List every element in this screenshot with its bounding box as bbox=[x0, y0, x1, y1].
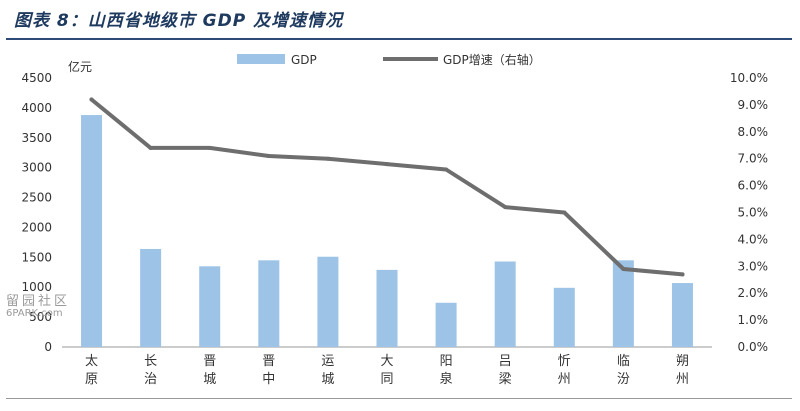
category-label-bottom: 城 bbox=[203, 372, 216, 387]
left-tick-label: 1500 bbox=[21, 250, 52, 264]
watermark-line1: 留园社区 bbox=[6, 294, 71, 309]
category-label-top: 朔 bbox=[676, 354, 689, 369]
gdp-bar bbox=[81, 115, 103, 347]
right-tick-label: 10.0% bbox=[730, 71, 768, 85]
growth-point bbox=[148, 145, 153, 150]
category-label-top: 运 bbox=[321, 354, 334, 369]
growth-point bbox=[444, 167, 449, 172]
footer-text bbox=[6, 401, 426, 411]
growth-point bbox=[621, 266, 626, 271]
left-tick-label: 4000 bbox=[21, 101, 52, 115]
left-tick-label: 2500 bbox=[21, 191, 52, 205]
right-axis-ticks: 0.0% 1.0% 2.0% 3.0% 4.0% 5.0% 6.0% 7.0% 8.0% 9.0%… bbox=[730, 71, 768, 354]
right-tick-label: 1.0% bbox=[738, 313, 769, 327]
category-label-bottom: 治 bbox=[144, 372, 157, 387]
growth-line bbox=[89, 97, 685, 277]
category-label-top: 晋 bbox=[203, 354, 216, 369]
right-tick-label: 4.0% bbox=[738, 232, 769, 246]
growth-point bbox=[503, 205, 508, 210]
category-label-top: 临 bbox=[617, 354, 630, 369]
category-label-bottom: 泉 bbox=[440, 371, 453, 387]
gdp-bar bbox=[199, 266, 221, 347]
category-label-top: 忻 bbox=[558, 354, 571, 369]
category-label-bottom: 中 bbox=[262, 372, 275, 387]
gdp-bar bbox=[612, 260, 634, 347]
growth-point bbox=[325, 156, 330, 161]
right-tick-label: 2.0% bbox=[738, 286, 769, 300]
left-tick-label: 3500 bbox=[21, 131, 52, 145]
left-tick-label: 2000 bbox=[21, 220, 52, 234]
right-tick-label: 6.0% bbox=[738, 179, 769, 193]
category-label-top: 吕 bbox=[499, 354, 512, 369]
category-label-top: 长 bbox=[144, 354, 157, 369]
growth-point bbox=[562, 210, 567, 215]
left-tick-label: 3000 bbox=[21, 161, 52, 175]
category-label-bottom: 梁 bbox=[499, 372, 512, 387]
left-axis-ticks: 0 500 1000 1500 2000 2500 3000 3500 4000 4500 bbox=[21, 71, 52, 354]
left-tick-label: 4500 bbox=[21, 71, 52, 85]
category-label-top: 晋 bbox=[262, 354, 275, 369]
category-label-top: 大 bbox=[380, 354, 393, 369]
combo-chart: GDP GDP增速（右轴） 亿元 0 500 1000 1500 2000 2500 300… bbox=[21, 52, 768, 387]
category-label-bottom: 原 bbox=[85, 372, 98, 387]
gdp-bar bbox=[553, 287, 575, 347]
legend: GDP GDP增速（右轴） bbox=[237, 52, 541, 67]
gdp-bar bbox=[140, 248, 162, 347]
gdp-bar bbox=[376, 269, 398, 347]
watermark-line2: 6PARK.com bbox=[6, 308, 63, 319]
right-tick-label: 9.0% bbox=[738, 98, 769, 112]
left-tick-label: 0 bbox=[44, 340, 52, 354]
gdp-bar bbox=[494, 261, 516, 347]
category-label-top: 太 bbox=[85, 354, 98, 369]
left-tick-label: 500 bbox=[29, 310, 52, 324]
growth-point bbox=[385, 162, 389, 167]
watermark: 留园社区 6PARK.com bbox=[6, 294, 71, 320]
growth-point bbox=[207, 145, 212, 150]
category-label-bottom: 州 bbox=[676, 372, 689, 387]
right-tick-label: 0.0% bbox=[738, 340, 769, 354]
title-rule bbox=[6, 38, 792, 40]
y-axis-unit: 亿元 bbox=[68, 59, 92, 74]
left-tick-label: 1000 bbox=[21, 280, 52, 294]
right-tick-label: 5.0% bbox=[738, 206, 769, 220]
category-label-bottom: 汾 bbox=[617, 372, 630, 387]
growth-point bbox=[266, 154, 271, 159]
category-label-bottom: 城 bbox=[321, 372, 334, 387]
growth-point bbox=[89, 97, 94, 102]
growth-points bbox=[89, 97, 685, 277]
gdp-bar bbox=[317, 256, 339, 347]
chart-title: 图表 8：山西省地级市 GDP 及增速情况 bbox=[14, 11, 344, 31]
legend-swatch-gdp bbox=[237, 54, 285, 64]
right-tick-label: 8.0% bbox=[738, 125, 769, 139]
legend-label-gdp: GDP bbox=[291, 53, 317, 67]
category-label-bottom: 同 bbox=[380, 372, 393, 387]
gdp-bar bbox=[258, 260, 280, 347]
growth-point bbox=[680, 272, 685, 277]
category-label-bottom: 州 bbox=[558, 372, 571, 387]
legend-label-growth: GDP增速（右轴） bbox=[443, 52, 541, 67]
right-tick-label: 7.0% bbox=[738, 152, 769, 166]
gdp-bars bbox=[81, 115, 693, 347]
right-tick-label: 3.0% bbox=[738, 259, 769, 273]
gdp-bar bbox=[671, 283, 693, 347]
category-label-top: 阳 bbox=[440, 354, 453, 369]
bottom-rule bbox=[6, 398, 792, 399]
gdp-bar bbox=[435, 302, 457, 347]
